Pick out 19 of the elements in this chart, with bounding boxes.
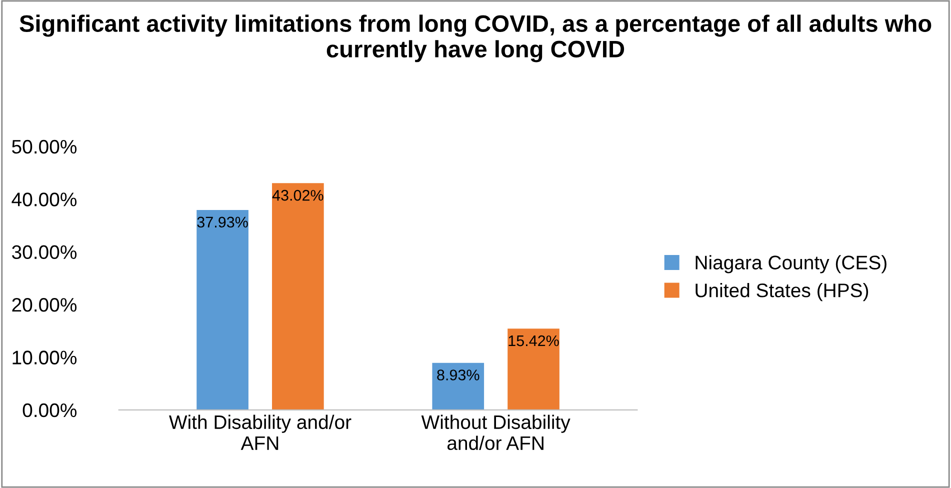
legend-label: Niagara County (CES)	[696, 255, 886, 274]
bar	[432, 362, 484, 410]
data-label: 8.93%	[437, 370, 480, 380]
y-tick-label: 0.00%	[22, 403, 77, 418]
x-tick-label: With Disability and/or AFN	[169, 414, 352, 450]
chart-title: Significant activity limitations from long COVID, as a percentage of all adults who currently have long COVID	[20, 14, 932, 62]
bar	[508, 328, 560, 410]
y-tick-label: 30.00%	[12, 245, 77, 260]
data-label: 37.93%	[197, 216, 248, 228]
data-label: 15.42%	[508, 335, 559, 346]
x-tick-label: Without Disability and/or AFN	[421, 414, 570, 450]
bar	[196, 210, 248, 410]
data-label: 43.02%	[272, 190, 324, 201]
y-tick-label: 10.00%	[12, 350, 77, 364]
y-tick-label: 40.00%	[12, 192, 77, 206]
legend-label: United States (HPS)	[696, 283, 868, 302]
bar	[272, 183, 324, 410]
y-tick-label: 50.00%	[12, 140, 77, 154]
y-tick-label: 20.00%	[12, 298, 77, 312]
